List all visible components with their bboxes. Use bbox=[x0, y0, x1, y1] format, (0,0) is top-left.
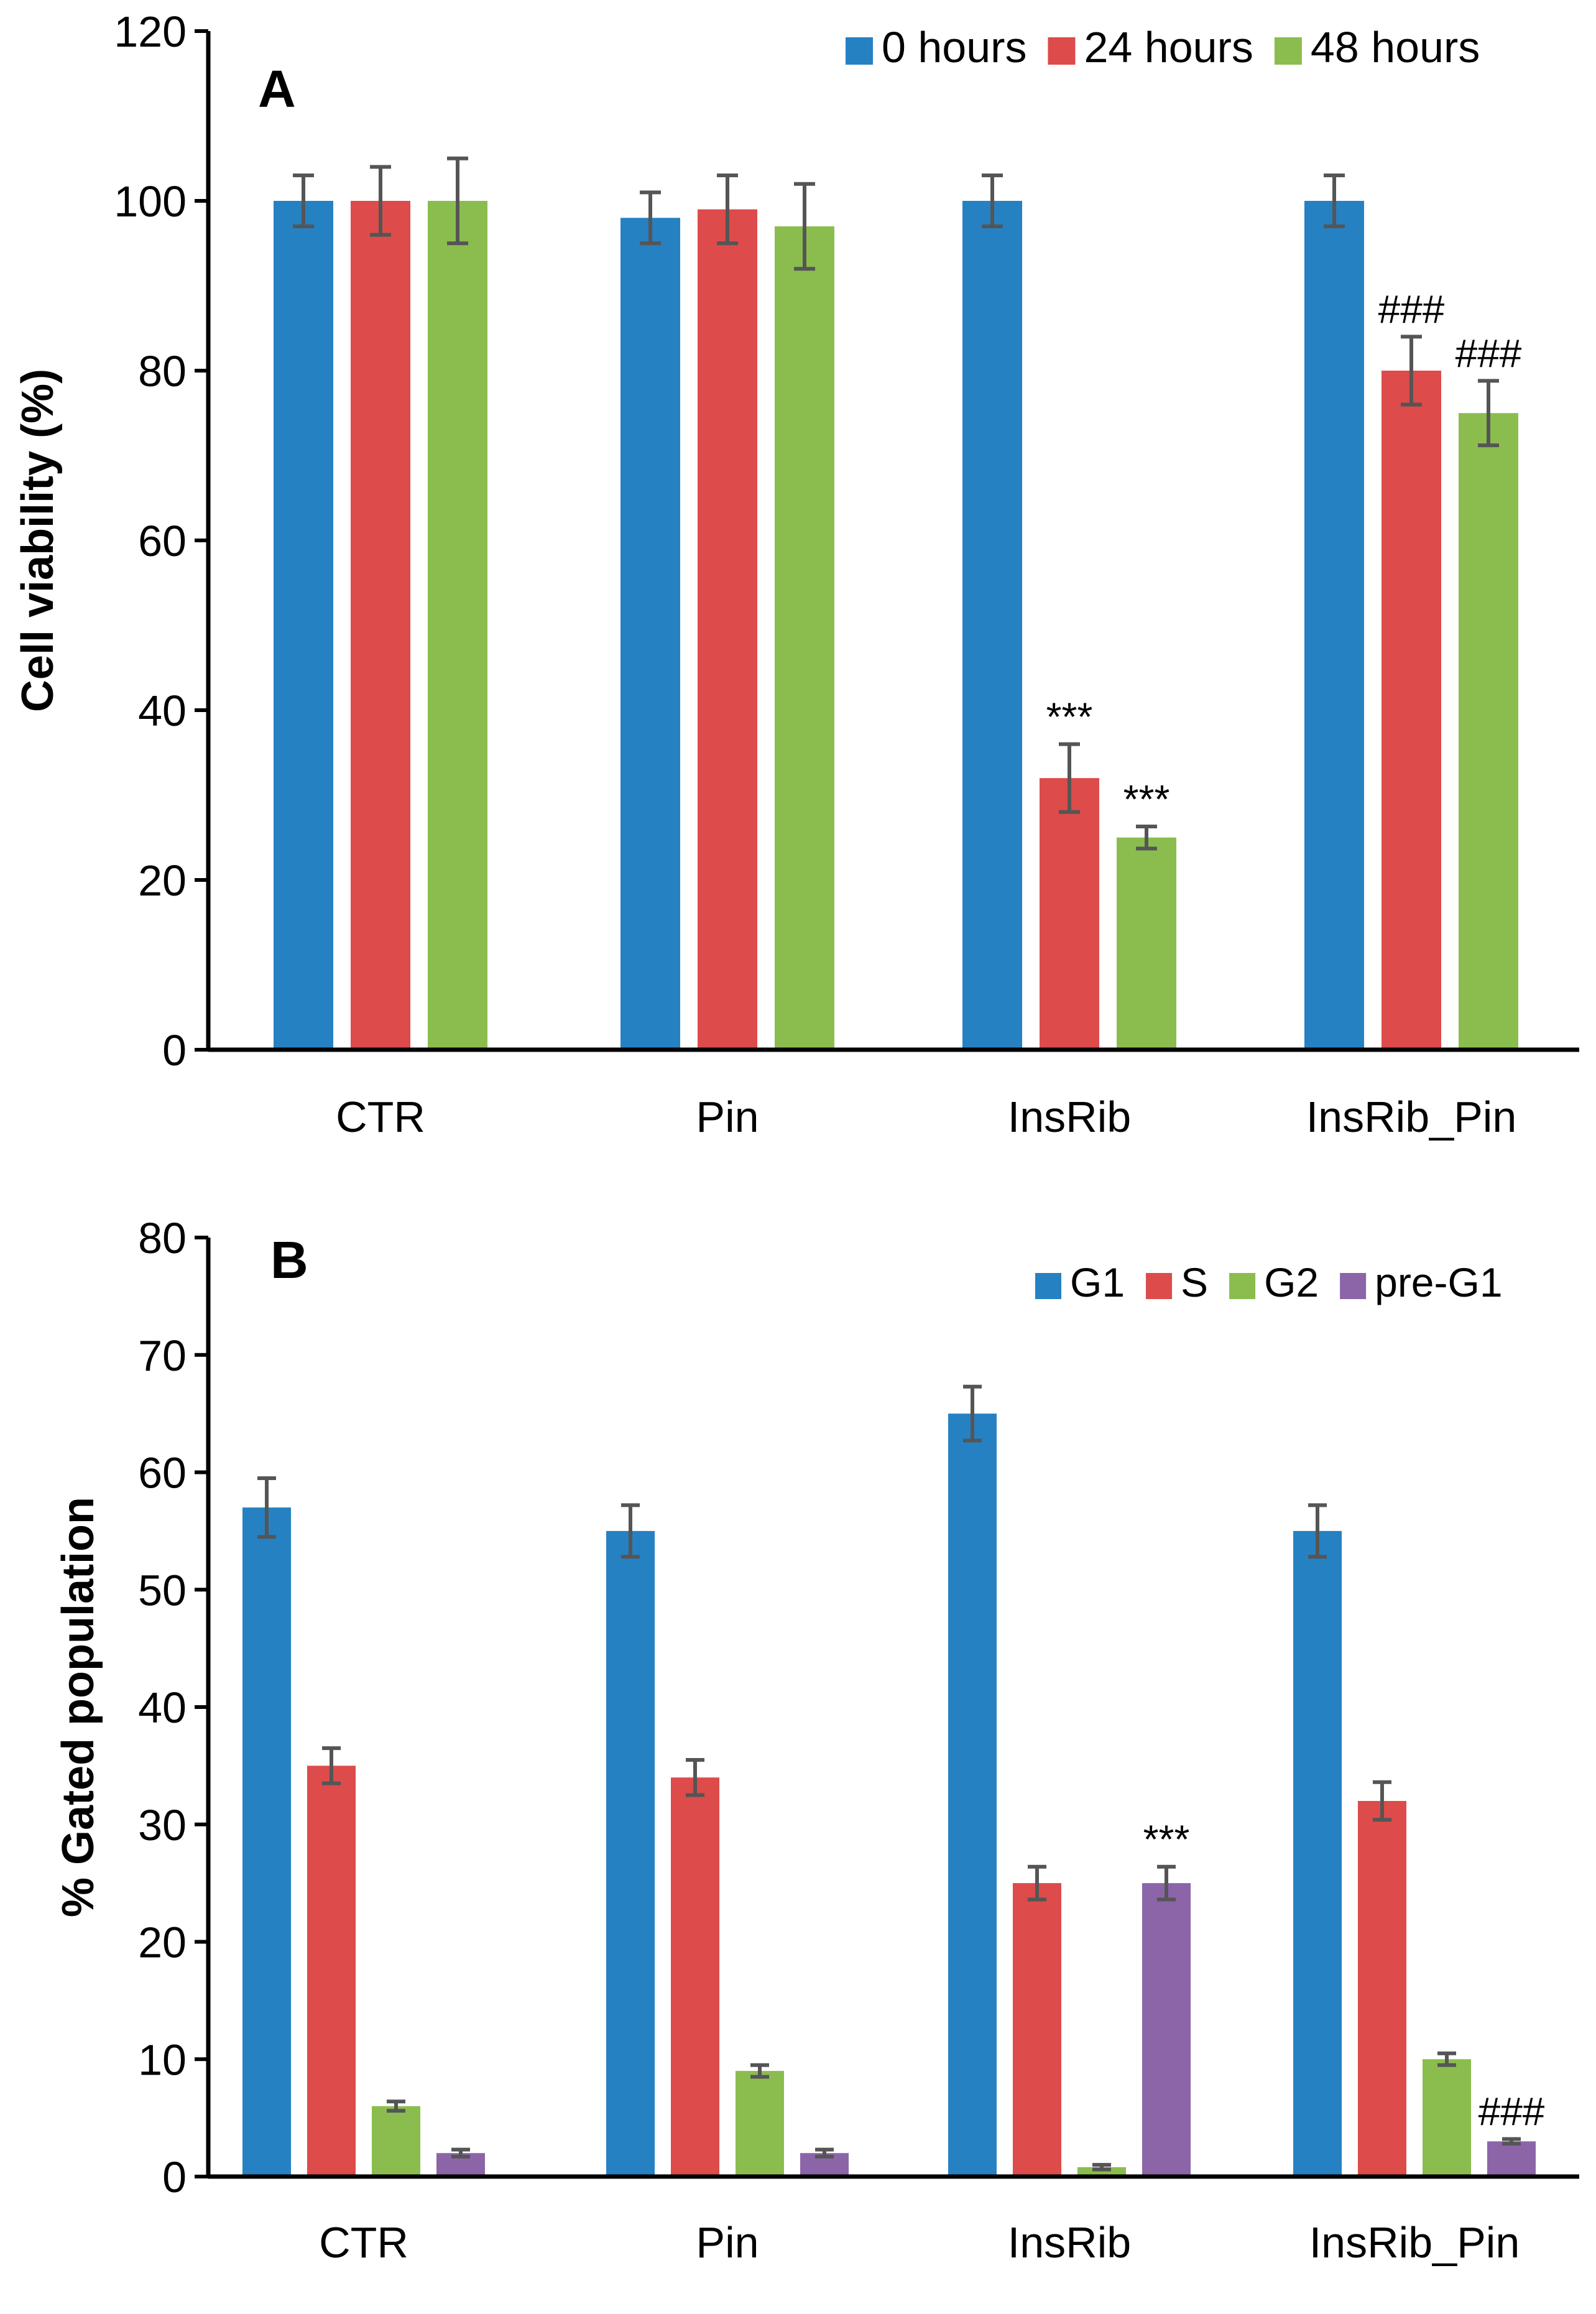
y-tick-label: 0 bbox=[162, 2153, 187, 2201]
bar-24-hours-insrib_pin bbox=[1382, 371, 1441, 1050]
y-tick-label: 0 bbox=[162, 1026, 187, 1075]
bar-pre-g1-insrib_pin bbox=[1487, 2141, 1536, 2177]
x-category-label: CTR bbox=[336, 1093, 425, 1141]
y-tick-label: 120 bbox=[114, 7, 187, 56]
bar-24-hours-pin bbox=[698, 209, 757, 1050]
y-tick-label: 40 bbox=[138, 687, 187, 735]
x-category-label: InsRib bbox=[1008, 2218, 1131, 2267]
panel-b: *** ### 0 10 20 30 40 50 60 70 80 CTR Pin InsRib InsRi… bbox=[53, 1214, 1579, 2267]
legend-swatch bbox=[1274, 37, 1302, 65]
bar-g2-insrib bbox=[1077, 2167, 1126, 2177]
y-tick-label: 80 bbox=[138, 347, 187, 396]
y-tick-label: 20 bbox=[138, 1918, 187, 1967]
bar-48-hours-insrib bbox=[1117, 837, 1176, 1050]
bar-48-hours-ctr bbox=[428, 201, 487, 1050]
bar-s-pin bbox=[671, 1777, 719, 2177]
y-tick-label: 10 bbox=[138, 2035, 187, 2084]
x-category-label: InsRib bbox=[1008, 1093, 1131, 1141]
bar-g1-ctr bbox=[242, 1507, 291, 2177]
legend-swatch bbox=[1146, 1273, 1173, 1299]
bar-48-hours-insrib_pin bbox=[1459, 413, 1518, 1050]
legend-label: G2 bbox=[1264, 1259, 1319, 1305]
bar-24-hours-ctr bbox=[351, 201, 410, 1050]
y-tick-label: 40 bbox=[138, 1683, 187, 1732]
legend-swatch bbox=[1340, 1273, 1367, 1299]
bar-0-hours-insrib_pin bbox=[1304, 201, 1364, 1050]
y-tick-label: 80 bbox=[138, 1214, 187, 1262]
bar-24-hours-insrib bbox=[1040, 778, 1099, 1050]
bar-s-insrib bbox=[1013, 1883, 1061, 2177]
legend-swatch bbox=[1229, 1273, 1256, 1299]
y-tick-label: 60 bbox=[138, 1449, 187, 1497]
y-tick-label: 60 bbox=[138, 517, 187, 565]
x-category-label: InsRib_Pin bbox=[1306, 1093, 1517, 1141]
significance-marker: ### bbox=[1378, 287, 1445, 331]
significance-marker: *** bbox=[1123, 777, 1170, 821]
legend-swatch bbox=[1035, 1273, 1061, 1299]
y-axis-title: % Gated population bbox=[53, 1497, 103, 1917]
x-category-label: Pin bbox=[696, 2218, 759, 2267]
x-category-label: Pin bbox=[696, 1093, 759, 1141]
bar-g2-insrib_pin bbox=[1423, 2059, 1471, 2177]
x-category-label: CTR bbox=[319, 2218, 408, 2267]
bar-g1-pin bbox=[606, 1530, 655, 2177]
legend-label: 24 hours bbox=[1084, 23, 1253, 72]
y-tick-label: 70 bbox=[138, 1331, 187, 1380]
y-axis-title: Cell viability (%) bbox=[13, 369, 63, 712]
y-tick-label: 30 bbox=[138, 1801, 187, 1849]
bar-0-hours-pin bbox=[620, 218, 680, 1050]
legend-label: 0 hours bbox=[882, 23, 1026, 72]
bar-48-hours-pin bbox=[775, 226, 834, 1050]
y-tick-label: 100 bbox=[114, 177, 187, 226]
bar-g1-insrib_pin bbox=[1293, 1530, 1342, 2177]
y-tick-label: 20 bbox=[138, 856, 187, 905]
bar-g2-pin bbox=[736, 2071, 784, 2177]
legend-swatch bbox=[846, 37, 873, 65]
legend-label: S bbox=[1181, 1259, 1208, 1305]
significance-marker: ### bbox=[1478, 2090, 1545, 2134]
bar-s-insrib_pin bbox=[1358, 1801, 1406, 2177]
bar-s-ctr bbox=[307, 1766, 356, 2177]
panel-letter: B bbox=[270, 1231, 308, 1289]
panel-a: *** ### *** ### 0 20 40 60 80 100 120 CTR Pin InsRib I… bbox=[13, 7, 1579, 1141]
significance-marker: *** bbox=[1143, 1817, 1190, 1862]
panel-letter: A bbox=[258, 60, 296, 118]
y-tick-label: 50 bbox=[138, 1566, 187, 1614]
bar-0-hours-ctr bbox=[274, 201, 333, 1050]
legend-label: 48 hours bbox=[1311, 23, 1480, 72]
bar-g2-ctr bbox=[372, 2106, 420, 2177]
bar-g1-insrib bbox=[948, 1414, 997, 2177]
x-category-label: InsRib_Pin bbox=[1309, 2218, 1520, 2267]
legend-label: pre-G1 bbox=[1375, 1259, 1502, 1305]
significance-marker: ### bbox=[1455, 331, 1522, 376]
legend-swatch bbox=[1048, 37, 1076, 65]
bar-pre-g1-insrib bbox=[1142, 1883, 1191, 2177]
legend-label: G1 bbox=[1070, 1259, 1125, 1305]
significance-marker: *** bbox=[1046, 695, 1093, 739]
bar-0-hours-insrib bbox=[962, 201, 1022, 1050]
